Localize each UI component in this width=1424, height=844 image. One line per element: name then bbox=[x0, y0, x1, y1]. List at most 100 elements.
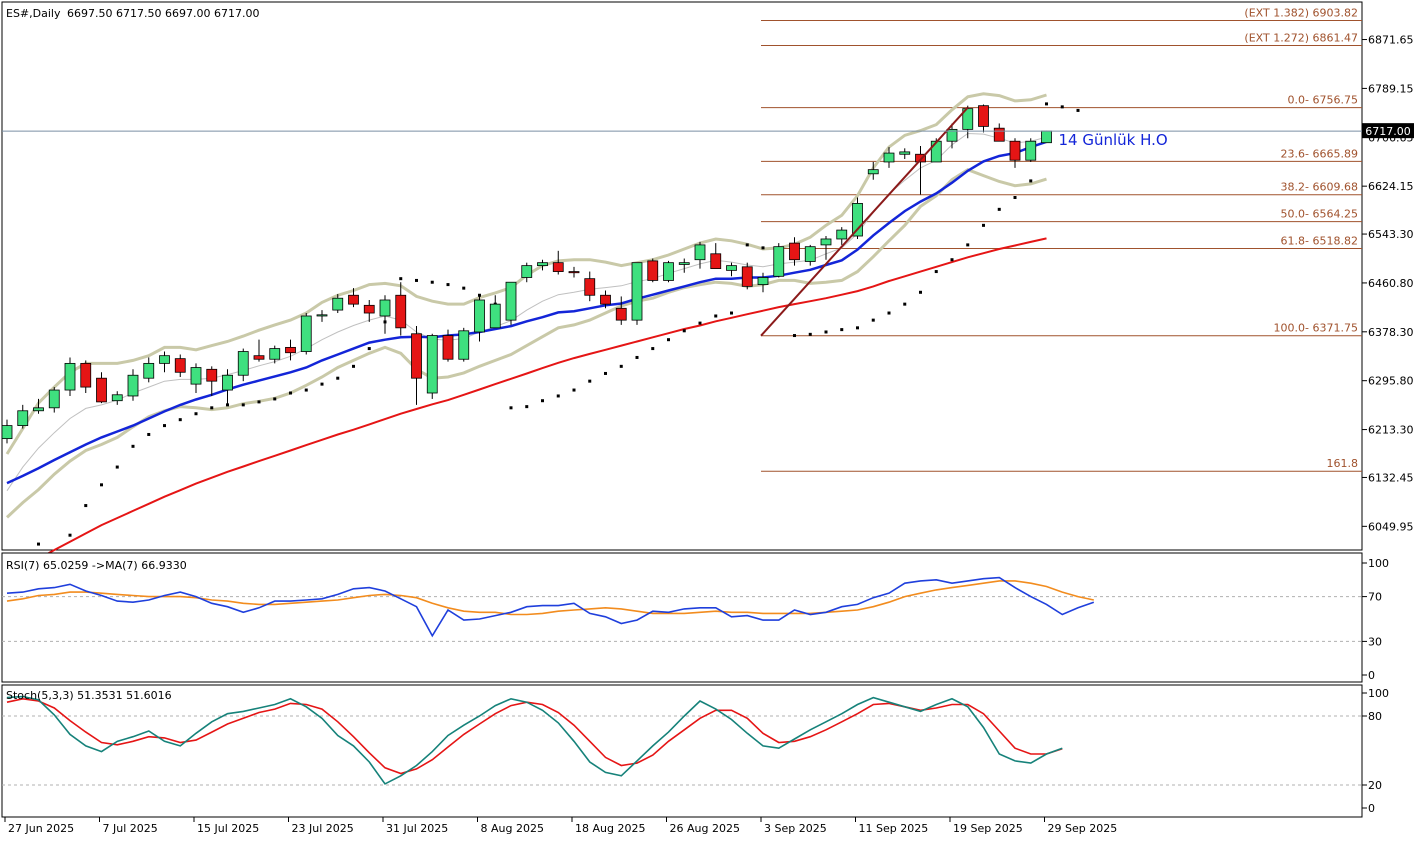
candle-body bbox=[363, 304, 375, 314]
candle bbox=[741, 262, 753, 290]
candle bbox=[663, 260, 674, 283]
sar-dot bbox=[415, 278, 418, 282]
fib-label: 38.2- 6609.68 bbox=[1281, 181, 1358, 194]
trendline[interactable] bbox=[760, 106, 969, 337]
chart-header-symbol: ES#,Daily bbox=[6, 7, 61, 20]
price-axis: 6871.656789.156706.656624.156543.306460.… bbox=[1362, 34, 1414, 533]
candle-body bbox=[584, 278, 596, 296]
candle bbox=[363, 299, 375, 322]
candle bbox=[899, 148, 911, 159]
candle bbox=[521, 262, 533, 283]
candle bbox=[111, 391, 123, 405]
candle bbox=[600, 290, 611, 309]
osc-tick-label: 100 bbox=[1368, 687, 1389, 700]
candle bbox=[1041, 130, 1052, 144]
sar-dot bbox=[352, 364, 355, 368]
sar-dot bbox=[966, 243, 970, 247]
time-tick-label: 18 Aug 2025 bbox=[575, 822, 645, 835]
sar-dot bbox=[619, 364, 623, 368]
price-tick-label: 6378.30 bbox=[1368, 326, 1414, 339]
rsi-panel[interactable]: 100 70 30 0 RSI(7) 65.0259 ->MA(7) 66.9330 bbox=[1, 552, 1389, 683]
fib-label: (EXT 1.272) 6861.47 bbox=[1244, 32, 1358, 45]
time-tick-label: 7 Jul 2025 bbox=[103, 822, 158, 835]
sar-dot bbox=[257, 400, 261, 404]
fib-label: 23.6- 6665.89 bbox=[1281, 147, 1358, 160]
fib-label: (EXT 1.382) 6903.82 bbox=[1244, 6, 1358, 19]
candle-body bbox=[773, 246, 785, 277]
sar-dot bbox=[667, 338, 670, 342]
sar-dot bbox=[178, 418, 182, 422]
sar-dot bbox=[1029, 179, 1033, 183]
moving-averages bbox=[6, 140, 1047, 578]
sar-dot bbox=[541, 399, 544, 403]
candle-body bbox=[316, 314, 328, 317]
price-tick-label: 6295.80 bbox=[1368, 375, 1414, 388]
candle-body bbox=[1041, 130, 1052, 144]
candle-body bbox=[190, 367, 202, 385]
candle-body bbox=[285, 346, 296, 354]
price-tick-label: 6789.15 bbox=[1368, 82, 1414, 95]
sar-dot bbox=[651, 347, 655, 351]
candle bbox=[647, 258, 659, 283]
bollinger-lower bbox=[5, 168, 1047, 519]
sar-dot bbox=[714, 314, 718, 318]
candle-body bbox=[269, 348, 281, 360]
sar-dot bbox=[588, 379, 592, 383]
candle-body bbox=[789, 242, 800, 261]
candle bbox=[33, 398, 44, 414]
candle bbox=[143, 357, 155, 383]
candle bbox=[773, 243, 785, 278]
candle-body bbox=[237, 351, 249, 376]
price-tick-label: 6132.45 bbox=[1368, 471, 1414, 484]
price-panel-frame bbox=[1, 1, 1363, 551]
sar-dot bbox=[304, 388, 308, 392]
sar-dot bbox=[273, 397, 277, 401]
candle bbox=[584, 271, 596, 302]
time-tick-label: 3 Sep 2025 bbox=[764, 822, 827, 835]
candle-body bbox=[1, 425, 13, 440]
stoch-panel[interactable]: 100 80 20 0 Stoch(5,3,3) 51.3531 51.6016 bbox=[1, 684, 1389, 818]
fibonacci-retracement[interactable]: (EXT 1.382) 6903.82 (EXT 1.272) 6861.47 0.… bbox=[761, 6, 1362, 472]
candle-body bbox=[332, 297, 344, 311]
sar-dot bbox=[745, 243, 749, 247]
sar-dot bbox=[68, 533, 72, 537]
rsi-title: RSI(7) 65.0259 ->MA(7) 66.9330 bbox=[6, 559, 187, 572]
candle bbox=[48, 387, 60, 413]
candle-body bbox=[647, 260, 659, 281]
sar-dot bbox=[1013, 196, 1017, 200]
price-tick-label: 6460.80 bbox=[1368, 277, 1414, 290]
sar-dot bbox=[871, 318, 875, 322]
candle-body bbox=[852, 203, 863, 237]
fib-label: 61.8- 6518.82 bbox=[1281, 235, 1358, 248]
candle-body bbox=[978, 105, 989, 127]
candle-body bbox=[442, 335, 454, 360]
sar-dot bbox=[462, 286, 466, 290]
candle-body bbox=[1025, 140, 1037, 161]
sar-dot bbox=[950, 258, 954, 262]
candle-body bbox=[348, 294, 359, 305]
osc-tick-label: 0 bbox=[1368, 802, 1375, 815]
candle-body bbox=[395, 294, 407, 329]
stoch-title: Stoch(5,3,3) 51.3531 51.6016 bbox=[6, 689, 172, 702]
candle-body bbox=[552, 262, 564, 272]
candle bbox=[820, 236, 832, 260]
price-tick-label: 6624.15 bbox=[1368, 180, 1414, 193]
sar-dot bbox=[84, 504, 88, 508]
sar-dot bbox=[698, 321, 702, 325]
stoch-axis: 100 80 20 0 bbox=[2, 687, 1389, 815]
candle bbox=[836, 227, 848, 245]
sar-dot bbox=[163, 424, 166, 428]
time-tick-label: 23 Jul 2025 bbox=[292, 822, 354, 835]
price-panel[interactable]: 6871.656789.156706.656624.156543.306460.… bbox=[1, 1, 1414, 578]
candle-body bbox=[568, 271, 580, 274]
candle-body bbox=[411, 333, 422, 379]
candle-body bbox=[710, 253, 722, 269]
fib-label: 50.0- 6564.25 bbox=[1281, 208, 1358, 221]
price-tick-label: 6213.30 bbox=[1368, 424, 1414, 437]
candle bbox=[694, 241, 706, 269]
last-price-box bbox=[1362, 123, 1414, 139]
sar-dot bbox=[635, 355, 639, 359]
candle-body bbox=[174, 358, 186, 373]
candle bbox=[757, 272, 769, 293]
